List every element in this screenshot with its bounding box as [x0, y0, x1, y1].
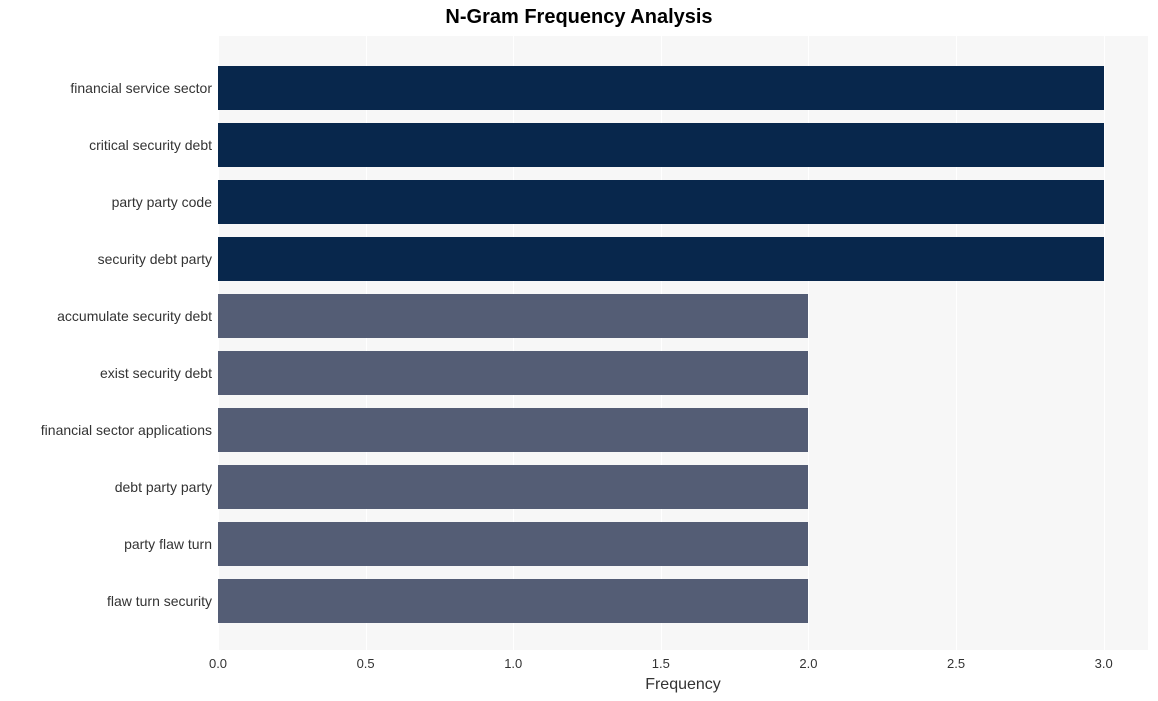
bar: [218, 66, 1104, 110]
y-tick-label: financial sector applications: [41, 422, 212, 438]
gridline: [1104, 36, 1105, 650]
x-tick-label: 0.5: [357, 656, 375, 671]
y-tick-label: exist security debt: [100, 365, 212, 381]
y-tick-label: debt party party: [115, 479, 212, 495]
x-tick-label: 0.0: [209, 656, 227, 671]
bar: [218, 351, 808, 395]
y-tick-label: party party code: [112, 194, 212, 210]
bar: [218, 579, 808, 623]
y-tick-label: accumulate security debt: [57, 308, 212, 324]
bar: [218, 408, 808, 452]
y-tick-label: flaw turn security: [107, 593, 212, 609]
y-tick-label: financial service sector: [70, 80, 212, 96]
bar: [218, 522, 808, 566]
chart-title: N-Gram Frequency Analysis: [0, 6, 1158, 29]
y-tick-label: security debt party: [98, 251, 212, 267]
bar: [218, 465, 808, 509]
x-axis-label: Frequency: [218, 676, 1148, 694]
bar: [218, 180, 1104, 224]
x-tick-label: 3.0: [1095, 656, 1113, 671]
bar: [218, 123, 1104, 167]
ngram-frequency-chart: N-Gram Frequency Analysis Frequency 0.0 0…: [0, 0, 1158, 701]
plot-area: [218, 36, 1148, 650]
x-tick-label: 1.0: [504, 656, 522, 671]
y-tick-label: critical security debt: [89, 137, 212, 153]
x-tick-label: 2.0: [799, 656, 817, 671]
bar: [218, 294, 808, 338]
x-tick-label: 2.5: [947, 656, 965, 671]
bar: [218, 237, 1104, 281]
x-tick-label: 1.5: [652, 656, 670, 671]
y-tick-label: party flaw turn: [124, 536, 212, 552]
